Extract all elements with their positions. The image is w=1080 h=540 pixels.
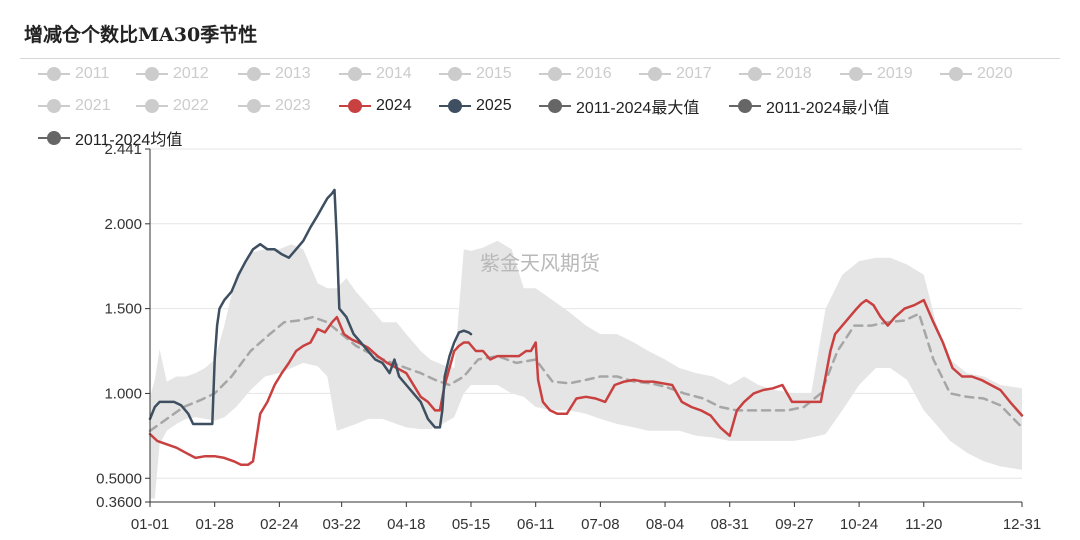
series-2025-line bbox=[148, 188, 473, 429]
chart-title: 增减仓个数比MA30季节性 bbox=[24, 24, 258, 46]
legend-marker-icon bbox=[38, 67, 70, 81]
x-tick-label: 06-11 bbox=[517, 516, 554, 533]
legend-item-2012[interactable]: 2012 bbox=[136, 62, 209, 86]
legend-label: 2023 bbox=[275, 97, 311, 114]
legend-label: 2022 bbox=[173, 97, 209, 114]
x-tick-label: 04-18 bbox=[387, 516, 425, 533]
legend-label: 2011 bbox=[75, 65, 110, 82]
legend-label: 2011-2024最大值 bbox=[576, 100, 700, 117]
legend-marker-icon bbox=[136, 67, 168, 81]
series-average-line bbox=[148, 312, 1024, 433]
legend-marker-icon bbox=[940, 67, 972, 81]
legend-item-2011-2024均值[interactable]: 2011-2024均值 bbox=[38, 126, 182, 150]
legend-item-2024[interactable]: 2024 bbox=[339, 94, 412, 118]
legend-marker-icon bbox=[729, 99, 761, 113]
legend-label: 2013 bbox=[275, 65, 311, 82]
legend-label: 2025 bbox=[476, 97, 512, 114]
legend-label: 2018 bbox=[776, 65, 812, 82]
legend-item-2017[interactable]: 2017 bbox=[639, 62, 712, 86]
legend-label: 2021 bbox=[75, 97, 111, 114]
legend-marker-icon bbox=[439, 67, 471, 81]
x-tick-label: 01-01 bbox=[131, 516, 169, 533]
x-tick-label: 03-22 bbox=[322, 516, 360, 533]
legend-marker-icon bbox=[238, 99, 270, 113]
legend-marker-icon bbox=[238, 67, 270, 81]
legend-marker-icon bbox=[38, 99, 70, 113]
legend-label: 2011-2024最小值 bbox=[766, 100, 890, 117]
legend-label: 2015 bbox=[476, 65, 512, 82]
legend-item-2015[interactable]: 2015 bbox=[439, 62, 512, 86]
legend-marker-icon bbox=[136, 99, 168, 113]
x-tick-label: 08-31 bbox=[711, 516, 749, 533]
x-tick-label: 11-20 bbox=[905, 516, 942, 533]
legend-label: 2017 bbox=[676, 65, 712, 82]
legend-label: 2014 bbox=[376, 65, 412, 82]
y-tick-label: 0.3600 bbox=[96, 494, 142, 511]
legend-marker-icon bbox=[739, 67, 771, 81]
x-tick-label: 09-27 bbox=[775, 516, 813, 533]
legend-item-2011-2024最大值[interactable]: 2011-2024最大值 bbox=[539, 94, 699, 118]
legend-item-2016[interactable]: 2016 bbox=[539, 62, 612, 86]
y-tick-label: 0.5000 bbox=[96, 470, 142, 487]
legend-item-2021[interactable]: 2021 bbox=[38, 94, 111, 118]
legend-label: 2012 bbox=[173, 65, 209, 82]
legend-label: 2016 bbox=[576, 65, 612, 82]
y-tick-label: 1.500 bbox=[104, 301, 142, 318]
x-tick-label: 07-08 bbox=[581, 516, 619, 533]
legend-marker-icon bbox=[38, 131, 70, 145]
watermark: 紫金天风期货 bbox=[480, 251, 600, 275]
series-2024-line bbox=[148, 298, 1024, 466]
legend-item-2020[interactable]: 2020 bbox=[940, 62, 1013, 86]
x-tick-label: 08-04 bbox=[646, 516, 684, 533]
x-tick-label: 01-28 bbox=[195, 516, 233, 533]
legend-item-2014[interactable]: 2014 bbox=[339, 62, 412, 86]
title-divider bbox=[20, 58, 1060, 59]
legend-label: 2019 bbox=[877, 65, 913, 82]
legend-marker-icon bbox=[639, 67, 671, 81]
legend-item-2019[interactable]: 2019 bbox=[840, 62, 913, 86]
x-tick-label: 02-24 bbox=[260, 516, 298, 533]
legend-label: 2011-2024均值 bbox=[75, 132, 183, 149]
legend-marker-icon bbox=[539, 67, 571, 81]
min-max-band bbox=[150, 240, 1022, 499]
y-tick-label: 2.441 bbox=[104, 141, 142, 158]
legend-marker-icon bbox=[840, 67, 872, 81]
x-tick-label: 10-24 bbox=[840, 516, 878, 533]
x-tick-label: 12-31 bbox=[1003, 516, 1041, 533]
legend-label: 2024 bbox=[376, 97, 412, 114]
y-tick-label: 2.000 bbox=[104, 216, 142, 233]
legend-item-2013[interactable]: 2013 bbox=[238, 62, 311, 86]
legend-item-2011[interactable]: 2011 bbox=[38, 62, 109, 86]
legend-item-2025[interactable]: 2025 bbox=[439, 94, 512, 118]
legend-label: 2020 bbox=[977, 65, 1013, 82]
legend-item-2011-2024最小值[interactable]: 2011-2024最小值 bbox=[729, 94, 889, 118]
legend-marker-icon bbox=[439, 99, 471, 113]
legend-item-2018[interactable]: 2018 bbox=[739, 62, 812, 86]
legend-item-2023[interactable]: 2023 bbox=[238, 94, 311, 118]
legend-item-2022[interactable]: 2022 bbox=[136, 94, 209, 118]
legend-marker-icon bbox=[339, 99, 371, 113]
x-tick-label: 05-15 bbox=[452, 516, 490, 533]
legend-marker-icon bbox=[539, 99, 571, 113]
y-tick-label: 1.000 bbox=[104, 385, 142, 402]
legend-marker-icon bbox=[339, 67, 371, 81]
